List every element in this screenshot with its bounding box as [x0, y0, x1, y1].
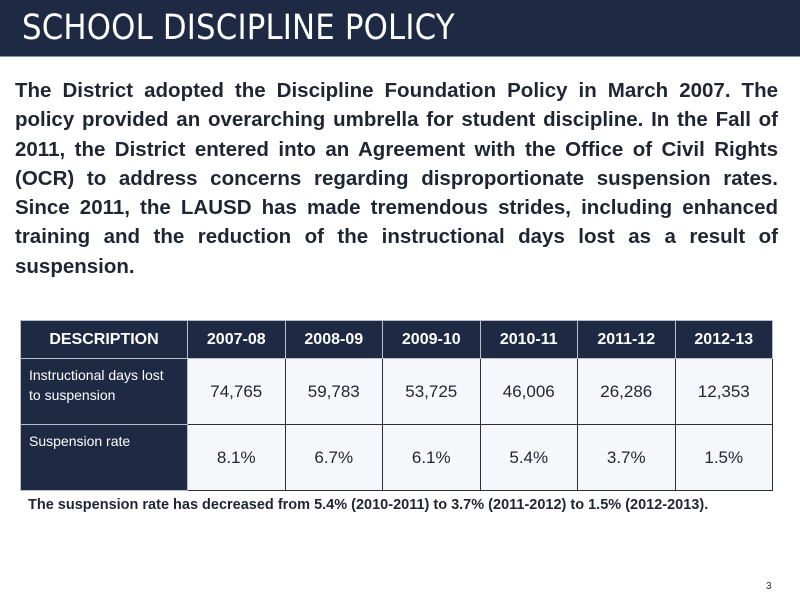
- table-row: Instructional days lost to suspension 74…: [20, 358, 773, 425]
- header-year: 2007-08: [187, 320, 286, 359]
- table-cell: 12,353: [674, 358, 773, 425]
- intro-paragraph: The District adopted the Discipline Foun…: [15, 79, 778, 278]
- header-description: DESCRIPTION: [20, 320, 188, 359]
- slide-title: SCHOOL DISCIPLINE POLICY: [22, 8, 455, 48]
- table-cell: 5.4%: [479, 424, 578, 491]
- row-label: Instructional days lost to suspension: [20, 358, 188, 425]
- table-cell: 1.5%: [674, 424, 773, 491]
- table-cell: 6.7%: [284, 424, 383, 491]
- table-row: Suspension rate 8.1% 6.7% 6.1% 5.4% 3.7%…: [20, 424, 773, 491]
- table-cell: 8.1%: [187, 424, 286, 491]
- table-cell: 6.1%: [382, 424, 481, 491]
- table-cell: 3.7%: [577, 424, 676, 491]
- page-number: 3: [766, 581, 772, 592]
- header-year: 2011-12: [577, 320, 676, 359]
- table-cell: 53,725: [382, 358, 481, 425]
- table-cell: 59,783: [284, 358, 383, 425]
- header-year: 2012-13: [674, 320, 773, 359]
- summary-note: The suspension rate has decreased from 5…: [28, 497, 709, 513]
- title-bar: SCHOOL DISCIPLINE POLICY: [0, 0, 800, 57]
- table-cell: 46,006: [479, 358, 578, 425]
- header-year: 2010-11: [479, 320, 578, 359]
- table-header-row: DESCRIPTION 2007-08 2008-09 2009-10 2010…: [20, 320, 773, 359]
- table-cell: 26,286: [577, 358, 676, 425]
- header-year: 2009-10: [382, 320, 481, 359]
- discipline-table: DESCRIPTION 2007-08 2008-09 2009-10 2010…: [20, 320, 773, 491]
- table-cell: 74,765: [187, 358, 286, 425]
- header-year: 2008-09: [284, 320, 383, 359]
- row-label: Suspension rate: [20, 424, 188, 491]
